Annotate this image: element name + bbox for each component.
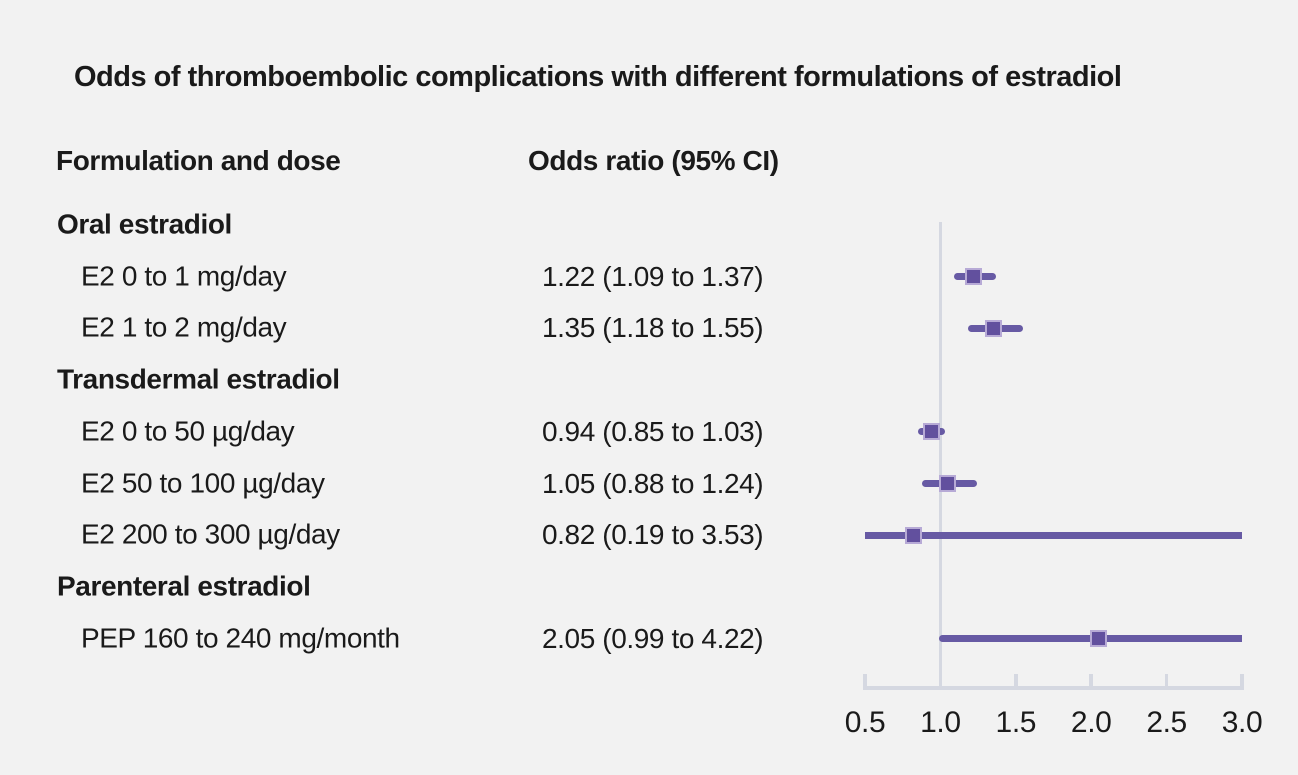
ci-bar: [865, 531, 1242, 539]
axis-tick-label: 3.0: [1221, 706, 1263, 739]
point-estimate-marker: [922, 423, 940, 441]
axis-tick: [1089, 674, 1093, 686]
odds-ratio-value: 0.82 (0.19 to 3.53): [542, 519, 764, 551]
group-label: Parenteral estradiol: [57, 570, 311, 602]
column-header-formulation: Formulation and dose: [56, 145, 341, 176]
odds-ratio-value: 1.22 (1.09 to 1.37): [542, 260, 764, 292]
point-estimate-marker: [965, 268, 983, 286]
axis-tick-label: 0.5: [844, 706, 886, 739]
reference-line: [938, 222, 943, 690]
odds-ratio-value: 1.35 (1.18 to 1.55): [542, 312, 764, 344]
item-label: E2 1 to 2 mg/day: [81, 311, 287, 343]
point-estimate-marker: [984, 319, 1002, 337]
axis-tick-label: 2.0: [1070, 706, 1112, 739]
axis-tick-label: 2.5: [1146, 706, 1187, 739]
axis-tick-label: 1.0: [920, 706, 961, 739]
item-label: PEP 160 to 240 mg/month: [81, 622, 400, 654]
odds-ratio-value: 1.05 (0.88 to 1.24): [542, 467, 764, 499]
point-estimate-marker: [939, 475, 957, 492]
item-label: E2 0 to 50 µg/day: [81, 415, 295, 447]
point-estimate-marker: [904, 526, 922, 544]
axis-tick-label: 1.5: [995, 706, 1037, 739]
column-header-odds-ratio: Odds ratio (95% CI): [528, 145, 779, 176]
item-label: E2 200 to 300 µg/day: [81, 518, 340, 550]
point-estimate-marker: [1090, 630, 1108, 648]
odds-ratio-value: 0.94 (0.85 to 1.03): [542, 415, 764, 447]
axis-tick: [1240, 674, 1244, 686]
item-label: E2 0 to 1 mg/day: [81, 260, 287, 292]
group-label: Transdermal estradiol: [57, 363, 340, 395]
x-axis-line: [863, 686, 1244, 690]
odds-ratio-value: 2.05 (0.99 to 4.22): [542, 622, 764, 654]
group-label: Oral estradiol: [57, 208, 232, 240]
axis-tick: [863, 674, 867, 686]
figure-title: Odds of thromboembolic complications wit…: [74, 61, 1122, 93]
axis-tick: [1014, 674, 1018, 686]
item-label: E2 50 to 100 µg/day: [81, 467, 325, 499]
axis-tick: [1164, 674, 1169, 686]
